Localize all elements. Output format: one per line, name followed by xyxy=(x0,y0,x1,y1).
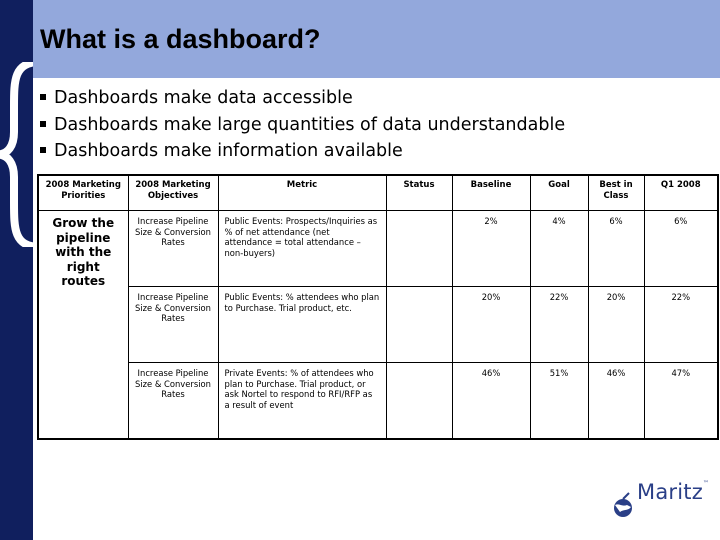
baseline-cell: 2% xyxy=(451,210,531,287)
column-header: Goal xyxy=(529,174,589,211)
q1-cell: 47% xyxy=(643,362,719,440)
objective-cell: Increase Pipeline Size & Conversion Rate… xyxy=(127,362,219,440)
status-cell xyxy=(385,286,453,363)
column-header: Best in Class xyxy=(587,174,645,211)
logo-text: Maritz xyxy=(637,480,703,504)
objective-cell: Increase Pipeline Size & Conversion Rate… xyxy=(127,210,219,287)
metric-cell: Public Events: % attendees who plan to P… xyxy=(217,286,387,363)
status-cell xyxy=(385,362,453,440)
q1-cell: 22% xyxy=(643,286,719,363)
goal-cell: 22% xyxy=(529,286,589,363)
baseline-cell: 20% xyxy=(451,286,531,363)
metric-cell: Private Events: % of attendees who plan … xyxy=(217,362,387,440)
bullet-text: Dashboards make information available xyxy=(54,141,403,161)
priority-cell: Grow the pipeline with the right routes xyxy=(37,210,129,440)
goal-cell: 51% xyxy=(529,362,589,440)
bullet-list: Dashboards make data accessible Dashboar… xyxy=(40,85,565,165)
slide-title: What is a dashboard? xyxy=(40,24,321,54)
bullet-item: Dashboards make data accessible xyxy=(40,85,565,112)
bullet-text: Dashboards make large quantities of data… xyxy=(54,114,566,135)
bullet-marker-icon xyxy=(40,94,46,100)
objective-cell: Increase Pipeline Size & Conversion Rate… xyxy=(127,286,219,363)
column-header: 2008 Marketing Priorities xyxy=(37,174,129,211)
column-header: Metric xyxy=(217,174,387,211)
column-header: 2008 Marketing Objectives xyxy=(127,174,219,211)
bullet-text: Dashboards make data accessible xyxy=(54,88,353,108)
column-header: Q1 2008 xyxy=(643,174,719,211)
best-in-class-cell: 6% xyxy=(587,210,645,287)
column-header: Status xyxy=(385,174,453,211)
bullet-marker-icon xyxy=(40,147,46,153)
status-cell xyxy=(385,210,453,287)
table-row: Increase Pipeline Size & Conversion Rate… xyxy=(38,362,719,440)
best-in-class-cell: 46% xyxy=(587,362,645,440)
bullet-item: Dashboards make information available xyxy=(40,138,565,165)
goal-cell: 4% xyxy=(529,210,589,287)
q1-cell: 6% xyxy=(643,210,719,287)
title-band xyxy=(33,0,720,78)
maritz-logo: Maritz™ xyxy=(612,478,712,520)
table-row: Grow the pipeline with the right routes … xyxy=(37,210,719,440)
baseline-cell: 46% xyxy=(451,362,531,440)
bullet-marker-icon xyxy=(40,120,46,127)
table-header-row: 2008 Marketing Priorities 2008 Marketing… xyxy=(37,174,719,211)
dashboard-table: 2008 Marketing Priorities 2008 Marketing… xyxy=(37,174,719,440)
globe-icon xyxy=(614,492,632,517)
column-header: Baseline xyxy=(451,174,531,211)
trademark-mark: ™ xyxy=(702,480,710,487)
best-in-class-cell: 20% xyxy=(587,286,645,363)
metric-cell: Public Events: Prospects/Inquiries as % … xyxy=(217,210,387,287)
table-row: Increase Pipeline Size & Conversion Rate… xyxy=(38,286,719,363)
brace-decoration xyxy=(0,62,40,247)
bullet-item: Dashboards make large quantities of data… xyxy=(40,112,565,139)
